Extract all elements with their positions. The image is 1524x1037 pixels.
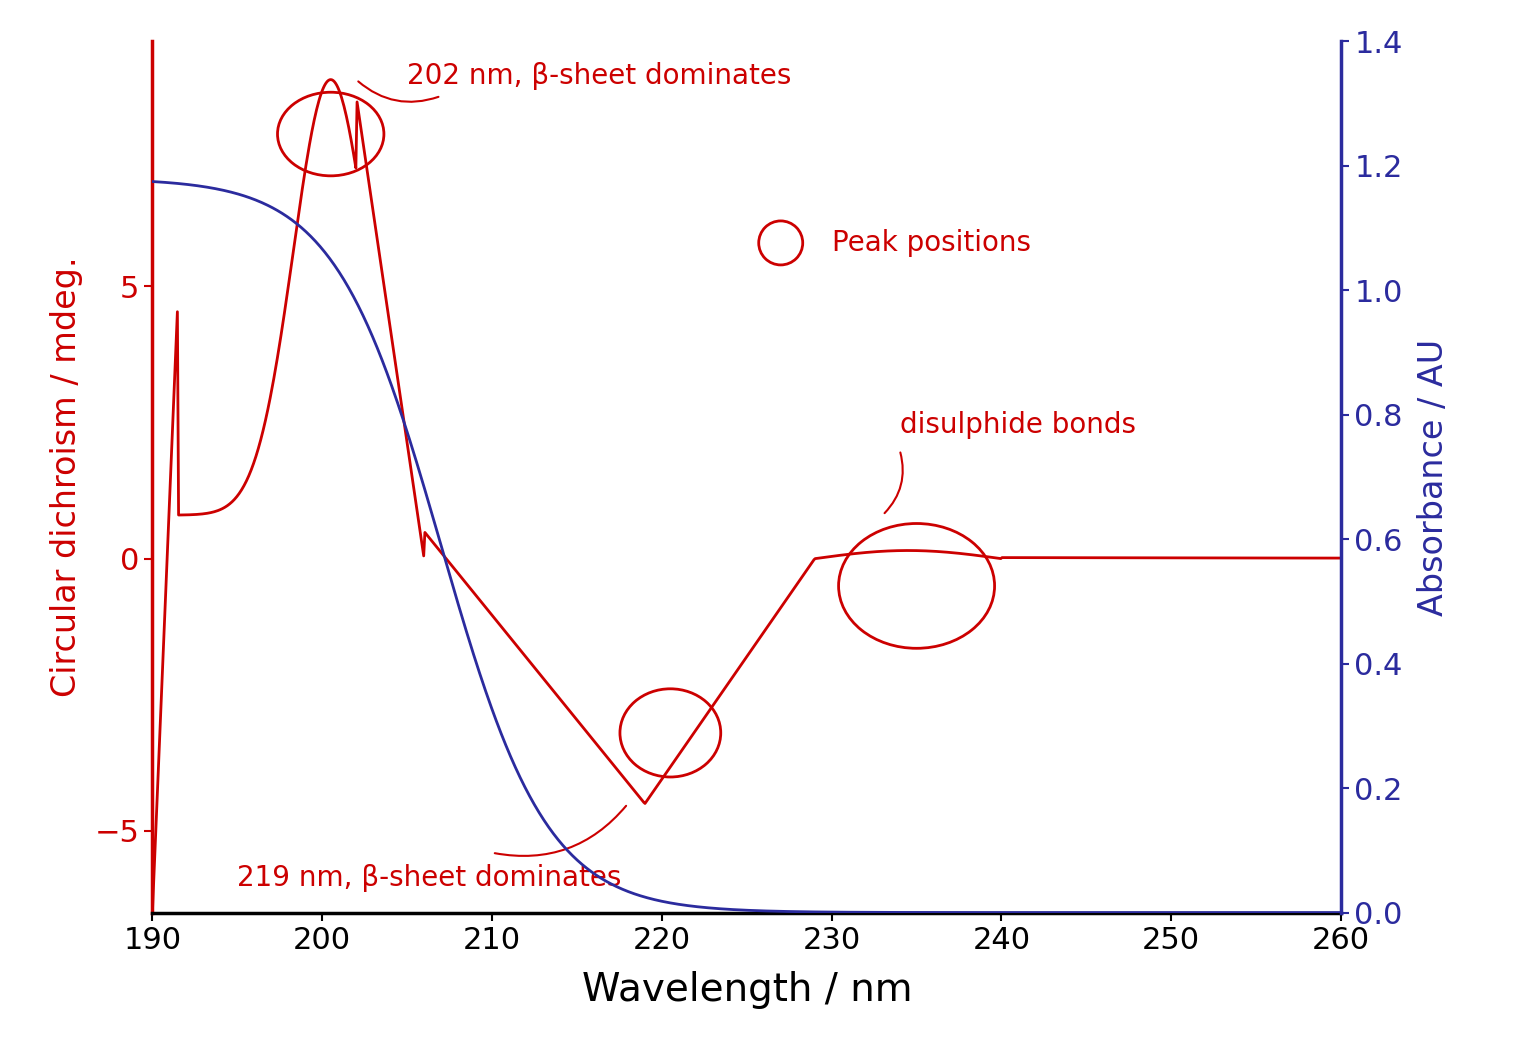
X-axis label: Wavelength / nm: Wavelength / nm <box>582 972 911 1009</box>
Y-axis label: Absorbance / AU: Absorbance / AU <box>1417 338 1449 616</box>
Text: 219 nm, β-sheet dominates: 219 nm, β-sheet dominates <box>238 864 622 892</box>
Text: 202 nm, β-sheet dominates: 202 nm, β-sheet dominates <box>407 62 791 90</box>
Text: disulphide bonds: disulphide bonds <box>899 411 1135 439</box>
Y-axis label: Circular dichroism / mdeg.: Circular dichroism / mdeg. <box>50 257 84 697</box>
Text: Peak positions: Peak positions <box>832 229 1030 257</box>
